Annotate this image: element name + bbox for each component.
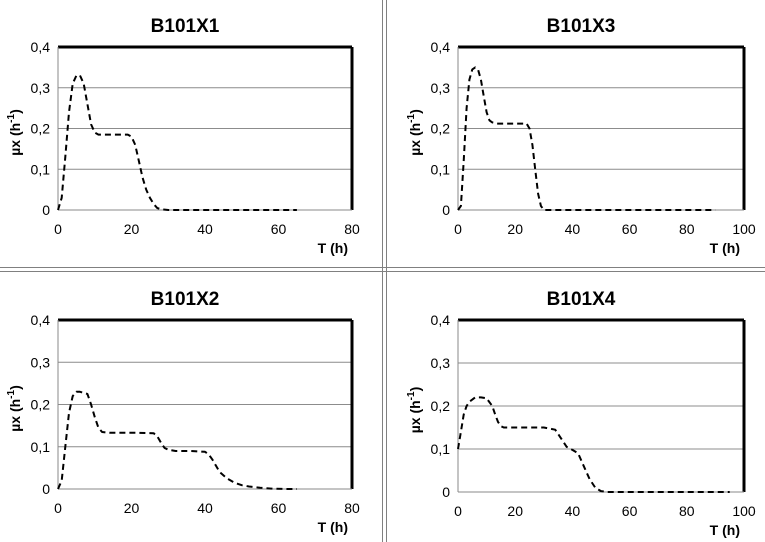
x-tick-label: 20 <box>124 500 140 516</box>
x-axis-label: T (h) <box>318 240 348 256</box>
x-axis-label: T (h) <box>318 519 348 535</box>
y-tick-label: 0,1 <box>31 161 51 177</box>
y-tick-label: 0,3 <box>431 355 451 371</box>
y-tick-label: 0,2 <box>31 121 51 137</box>
x-tick-label: 100 <box>732 221 756 237</box>
x-tick-label: 100 <box>732 503 756 519</box>
x-tick-label: 0 <box>54 221 62 237</box>
series-line <box>457 66 716 211</box>
x-tick-label: 80 <box>679 503 695 519</box>
charts: B101X1 0 0,1 0,2 0,3 0,4 0 20 40 60 80 T (h) µx (h-1… <box>6 16 756 538</box>
y-axis-label: µx (h-1) <box>406 387 423 434</box>
x-tick-label: 0 <box>54 500 62 516</box>
chart-panel: B101X1 0 0,1 0,2 0,3 0,4 0 20 40 60 80 T (h) µx (h-1… <box>6 16 360 256</box>
x-tick-label: 0 <box>454 221 462 237</box>
y-tick-label: 0,3 <box>31 80 51 96</box>
x-axis-label: T (h) <box>710 240 740 256</box>
x-tick-label: 40 <box>197 221 213 237</box>
y-tick-label: 0 <box>42 481 50 497</box>
y-tick-label: 0 <box>42 202 50 218</box>
y-tick-label: 0,4 <box>431 312 451 328</box>
y-tick-label: 0,1 <box>31 439 51 455</box>
x-tick-label: 60 <box>622 221 638 237</box>
y-tick-label: 0,2 <box>31 397 51 413</box>
series-line <box>457 396 730 493</box>
series-line <box>57 74 297 211</box>
x-tick-label: 20 <box>124 221 140 237</box>
chart-title: B101X3 <box>547 16 616 37</box>
y-tick-label: 0 <box>442 484 450 500</box>
chart-panel: B101X2 0 0,1 0,2 0,3 0,4 0 20 40 60 80 T (h) µx (h-1… <box>6 289 360 535</box>
y-tick-label: 0 <box>442 202 450 218</box>
x-tick-label: 20 <box>507 503 523 519</box>
x-tick-label: 60 <box>271 221 287 237</box>
y-tick-label: 0,4 <box>431 39 451 55</box>
y-tick-label: 0,4 <box>31 39 51 55</box>
y-tick-label: 0,3 <box>31 354 51 370</box>
chart-panel: B101X4 0 0,1 0,2 0,3 0,4 0 20 40 60 80 100 T (h) µx (… <box>406 289 756 538</box>
y-tick-label: 0,2 <box>431 398 451 414</box>
x-tick-label: 0 <box>454 503 462 519</box>
y-tick-label: 0,3 <box>431 80 451 96</box>
x-tick-label: 80 <box>344 500 360 516</box>
x-tick-label: 20 <box>507 221 523 237</box>
y-axis-label: µx (h-1) <box>406 109 423 156</box>
chart-title: B101X2 <box>151 289 220 310</box>
chart-panel: B101X3 0 0,1 0,2 0,3 0,4 0 20 40 60 80 100 T (h) µx (… <box>406 16 756 256</box>
x-tick-label: 40 <box>565 503 581 519</box>
x-tick-label: 60 <box>271 500 287 516</box>
x-tick-label: 40 <box>565 221 581 237</box>
x-tick-label: 60 <box>622 503 638 519</box>
x-tick-label: 40 <box>197 500 213 516</box>
series-line <box>57 390 297 490</box>
y-tick-label: 0,4 <box>31 312 51 328</box>
x-axis-label: T (h) <box>710 522 740 538</box>
y-tick-label: 0,1 <box>431 441 451 457</box>
y-tick-label: 0,1 <box>431 161 451 177</box>
chart-title: B101X4 <box>547 289 616 310</box>
y-axis-label: µx (h-1) <box>6 109 23 156</box>
y-axis-label: µx (h-1) <box>6 385 23 432</box>
y-tick-label: 0,2 <box>431 121 451 137</box>
chart-title: B101X1 <box>151 16 220 37</box>
x-tick-label: 80 <box>679 221 695 237</box>
x-tick-label: 80 <box>344 221 360 237</box>
